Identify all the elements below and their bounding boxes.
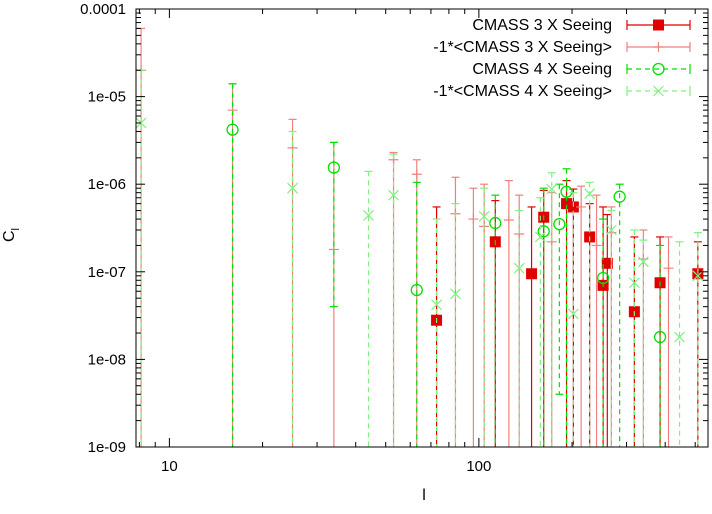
data-point	[553, 217, 566, 231]
legend-label: CMASS 3 X Seeing	[472, 17, 612, 34]
y-axis-label-group: Cl	[1, 228, 22, 242]
data-point	[478, 210, 490, 222]
data-point	[663, 263, 674, 274]
y-axis-label-main: C	[1, 230, 18, 242]
data-point	[388, 189, 399, 201]
data-point	[287, 182, 298, 194]
legend-marker	[653, 42, 664, 52]
data-point	[605, 224, 617, 236]
legend-label: -1*<CMASS 3 X Seeing>	[433, 39, 612, 56]
data-point	[431, 299, 442, 311]
y-axis-label-subscript: l	[10, 228, 22, 230]
x-axis-label: l	[422, 487, 426, 504]
legend-marker	[653, 19, 664, 31]
y-tick-label: 1e-05	[88, 89, 126, 106]
data-point	[489, 216, 502, 230]
data-point	[653, 330, 667, 344]
data-point	[468, 214, 479, 225]
legend-marker	[653, 85, 664, 97]
data-point	[692, 270, 704, 282]
data-point	[576, 201, 587, 212]
data-point	[534, 231, 546, 243]
y-tick-label: 0.0001	[80, 1, 126, 18]
data-point	[613, 190, 626, 203]
data-point	[537, 225, 550, 238]
y-tick-label: 1e-08	[88, 351, 126, 368]
x-tick-label: 100	[466, 458, 491, 475]
x-tick-label: 10	[161, 458, 178, 475]
data-point	[601, 257, 613, 269]
data-point	[591, 240, 602, 251]
data-point	[410, 283, 423, 297]
y-axis-label: Cl	[1, 228, 22, 242]
data-point	[674, 331, 685, 343]
data-point	[450, 288, 461, 300]
data-point	[135, 117, 147, 129]
data-point	[363, 210, 374, 221]
legend-label: -1*<CMASS 4 X Seeing>	[433, 83, 612, 100]
data-point	[411, 169, 422, 180]
data-point	[637, 256, 649, 268]
data-point	[560, 185, 573, 198]
y-tick-label: 1e-06	[88, 176, 126, 193]
data-point	[513, 262, 525, 274]
y-tick-label: 1e-07	[88, 264, 126, 281]
data-point	[327, 161, 341, 174]
data-point	[503, 215, 514, 226]
data-point	[584, 188, 596, 200]
legend-label: CMASS 4 X Seeing	[472, 61, 612, 78]
y-tick-label: 1e-09	[88, 439, 126, 456]
data-point	[526, 268, 538, 280]
data-point	[628, 277, 640, 289]
data-point	[546, 183, 558, 195]
data-point	[567, 308, 579, 320]
legend-marker	[652, 62, 665, 76]
data-point	[226, 123, 239, 136]
data-point	[596, 271, 610, 285]
plot-frame	[135, 8, 709, 448]
